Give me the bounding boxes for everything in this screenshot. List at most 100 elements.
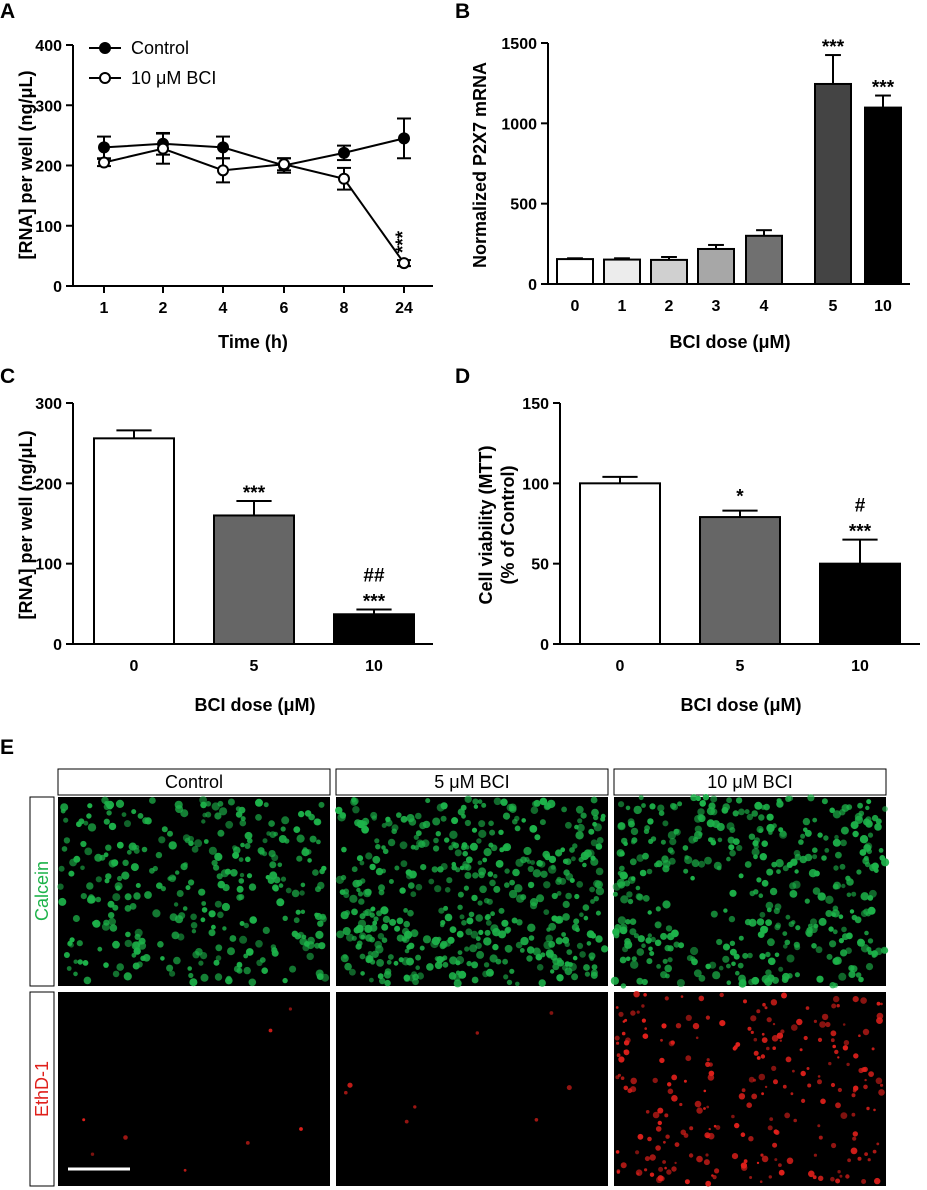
- x-tick-label: 6: [280, 300, 289, 317]
- y-tick-label: 50: [531, 557, 549, 574]
- y-tick-label: 150: [522, 396, 549, 413]
- bar: [864, 106, 902, 285]
- bar: [697, 247, 735, 286]
- significance-marker: ***: [363, 591, 386, 612]
- y-tick-label: 300: [35, 396, 62, 413]
- y-tick-label: 300: [35, 98, 62, 115]
- series-line-control: [103, 137, 405, 167]
- micrograph-ethd1-control: [58, 992, 330, 1186]
- y-tick-label: 0: [528, 277, 537, 294]
- legend-marker: [99, 72, 111, 84]
- column-header-5um-bci: [335, 768, 609, 796]
- x-tick-label: 0: [616, 658, 625, 675]
- x-tick-label: 2: [665, 298, 674, 315]
- data-point: [98, 141, 110, 154]
- significance-marker: *: [736, 487, 744, 508]
- x-tick-label: 8: [340, 300, 349, 317]
- y-tick-label: 1000: [501, 116, 537, 133]
- micrograph-calcein-5um-bci: [335, 795, 609, 988]
- x-axis-title: BCI dose (μM): [680, 695, 801, 715]
- micrograph-ethd1-5um-bci: [336, 992, 608, 1186]
- y-tick-label: 100: [522, 476, 549, 493]
- chart-d-cell-viability: 0 50 100 150 0 5 * 10 *** # BCI dose (μM) Cell viab…: [476, 396, 920, 715]
- y-tick-label: 0: [53, 279, 62, 296]
- y-tick-label: 400: [35, 38, 62, 55]
- x-tick-label: 5: [736, 658, 745, 675]
- significance-marker: ***: [243, 483, 266, 504]
- y-axis-title-line1: Cell viability (MTT): [476, 445, 496, 604]
- data-point: [278, 158, 290, 171]
- x-tick-label: 1: [100, 300, 109, 317]
- panel-label-c: C: [0, 365, 15, 388]
- bar: [745, 234, 783, 286]
- micrograph-calcein-control: [57, 796, 330, 987]
- bar: [213, 514, 295, 646]
- bar: [819, 562, 901, 646]
- x-axis-title: BCI dose (μM): [669, 332, 790, 352]
- micrograph-ethd1-10um-bci: [614, 991, 886, 1187]
- y-tick-label: 1500: [501, 36, 537, 53]
- bar: [579, 482, 661, 646]
- bar: [650, 258, 688, 285]
- x-tick-label: 24: [395, 300, 413, 317]
- significance-marker-secondary: ##: [363, 565, 385, 586]
- x-axis-title: BCI dose (μM): [194, 695, 315, 715]
- x-tick-label: 1: [618, 298, 627, 315]
- y-tick-label: 100: [35, 219, 62, 236]
- column-header-10um-bci-label: 10 μM BCI: [707, 772, 792, 792]
- significance-marker: ***: [822, 37, 845, 58]
- y-axis-title: [RNA] per well (ng/μL): [16, 70, 36, 259]
- x-tick-label: 0: [571, 298, 580, 315]
- y-tick-label: 200: [35, 159, 62, 176]
- y-tick-label: 0: [540, 637, 549, 654]
- micrograph-images: [57, 794, 890, 1187]
- x-tick-label: 5: [250, 658, 259, 675]
- bar: [333, 613, 415, 646]
- significance-marker-secondary: #: [855, 496, 866, 517]
- column-header-10um-bci: [613, 768, 887, 796]
- x-tick-label: 10: [874, 298, 892, 315]
- x-tick-label: 10: [851, 658, 869, 675]
- bar: [93, 437, 175, 646]
- y-axis-title: Normalized P2X7 mRNA: [470, 62, 490, 268]
- data-point: [338, 146, 350, 159]
- significance-marker: ***: [849, 522, 872, 543]
- row-header-ethd1-label: EthD-1: [32, 1061, 52, 1117]
- bar: [556, 258, 594, 286]
- y-tick-label: 0: [53, 637, 62, 654]
- bar: [699, 516, 781, 645]
- x-tick-label: 3: [712, 298, 721, 315]
- data-point: [157, 142, 169, 155]
- significance-marker: ***: [872, 78, 895, 99]
- data-point: [217, 164, 229, 177]
- data-point: [338, 172, 350, 185]
- y-axis-title-line2: (% of Control): [498, 466, 518, 585]
- x-tick-label: 10: [365, 658, 383, 675]
- data-point: [217, 141, 229, 154]
- legend-marker: [99, 42, 111, 54]
- chart-c-rna-per-well: 0 100 200 300 0 5 *** 10 *** ## BCI dose (μM) [RNA]…: [16, 396, 433, 715]
- x-tick-label: 4: [760, 298, 769, 315]
- significance-marker: ***: [393, 230, 414, 253]
- row-header-ethd1: [29, 991, 55, 1187]
- micrograph-calcein-10um-bci: [610, 794, 890, 989]
- series-line-bci: [103, 147, 405, 264]
- data-point: [398, 257, 410, 270]
- y-tick-label: 100: [35, 557, 62, 574]
- legend-label: 10 μM BCI: [131, 68, 216, 88]
- column-header-control: [57, 768, 331, 796]
- x-tick-label: 5: [829, 298, 838, 315]
- x-tick-label: 0: [130, 658, 139, 675]
- panel-label-a: A: [0, 0, 15, 23]
- panel-label-e: E: [0, 736, 14, 759]
- data-point: [98, 156, 110, 169]
- column-header-5um-bci-label: 5 μM BCI: [434, 772, 509, 792]
- x-axis-title: Time (h): [218, 332, 288, 352]
- panel-label-b: B: [455, 0, 470, 23]
- y-tick-label: 200: [35, 476, 62, 493]
- panel-label-d: D: [455, 365, 470, 388]
- column-header-control-label: Control: [165, 772, 223, 792]
- y-axis-title: [RNA] per well (ng/μL): [16, 430, 36, 619]
- chart-b-p2x7-mrna: 0 500 1000 1500 0 1 2 3 4 5 *** 10 *** BCI dose (μM) N…: [470, 36, 910, 352]
